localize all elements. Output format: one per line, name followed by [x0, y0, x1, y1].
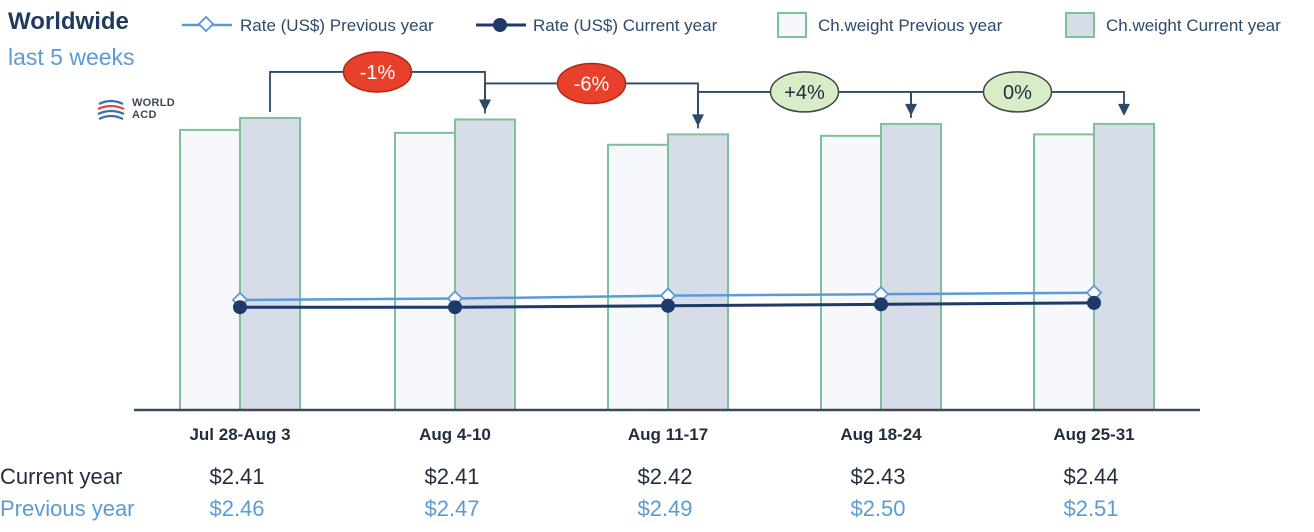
- change-badge-label: +4%: [784, 82, 825, 104]
- row-value-previous-year: $2.50: [850, 496, 905, 521]
- row-label-current-year: Current year: [0, 464, 122, 489]
- change-badge: [342, 51, 413, 93]
- point-rate-current: [448, 300, 462, 315]
- logo-text-line-2: ACD: [132, 109, 157, 121]
- bar-weight-current: [239, 116, 301, 412]
- point-rate-current: [1087, 295, 1101, 310]
- row-value-previous-year: $2.51: [1063, 496, 1118, 521]
- bar-weight-previous: [1033, 133, 1095, 411]
- bar-weight-previous: [394, 131, 456, 412]
- change-badge: [769, 71, 840, 113]
- x-tick-label: Aug 11-17: [628, 425, 708, 444]
- x-tick-label: Aug 4-10: [419, 425, 491, 444]
- logo-text-line-1: WORLD: [132, 97, 176, 109]
- chart-title: Worldwide: [8, 8, 129, 35]
- row-value-previous-year: $2.46: [209, 496, 264, 521]
- point-rate-previous: [659, 287, 677, 304]
- bar-weight-previous: [179, 128, 241, 411]
- row-value-current-year: $2.43: [850, 464, 905, 489]
- point-rate-current: [233, 300, 247, 315]
- row-value-current-year: $2.42: [637, 464, 692, 489]
- change-badge-label: -6%: [574, 73, 610, 95]
- row-value-previous-year: $2.47: [424, 496, 479, 521]
- point-rate-previous: [872, 285, 890, 303]
- bar-weight-current: [880, 122, 942, 411]
- world-acd-logo-icon: [97, 99, 125, 120]
- change-arrow: [1118, 103, 1130, 116]
- legend-marker-rate-current: [493, 18, 507, 32]
- logo-text: WORLD ACD: [132, 97, 175, 121]
- bar-weight-previous: [820, 134, 882, 411]
- x-tick-label: Aug 25-31: [1053, 425, 1134, 444]
- bar-weight-current: [454, 118, 516, 411]
- row-value-current-year: $2.44: [1063, 464, 1118, 489]
- legend-label-weight-current: Ch.weight Current year: [1106, 16, 1281, 35]
- x-tick-label: Jul 28-Aug 3: [189, 425, 290, 444]
- row-label-previous-year: Previous year: [0, 496, 135, 521]
- bar-weight-current: [667, 133, 729, 411]
- point-rate-current: [661, 298, 675, 313]
- change-badge: [556, 62, 627, 105]
- legend-label-rate-previous: Rate (US$) Previous year: [240, 16, 434, 35]
- x-tick-label: Aug 18-24: [840, 425, 922, 444]
- row-value-current-year: $2.41: [209, 464, 264, 489]
- legend-swatch-weight-previous: [777, 12, 807, 38]
- bar-weight-previous: [607, 143, 669, 411]
- change-badge-label: -1%: [360, 62, 396, 84]
- legend-label-weight-previous: Ch.weight Previous year: [818, 16, 1003, 35]
- legend-swatch-weight-current: [1065, 12, 1095, 38]
- legend-marker-rate-previous: [197, 15, 215, 33]
- row-value-current-year: $2.41: [424, 464, 479, 489]
- change-badge-label: 0%: [1003, 82, 1032, 104]
- chart-subtitle: last 5 weeks: [8, 44, 135, 70]
- legend-label-rate-current: Rate (US$) Current year: [533, 16, 718, 35]
- bar-weight-current: [1093, 122, 1155, 411]
- point-rate-previous: [1085, 284, 1103, 302]
- change-badge: [982, 71, 1053, 113]
- row-value-previous-year: $2.49: [637, 496, 692, 521]
- point-rate-current: [874, 297, 888, 312]
